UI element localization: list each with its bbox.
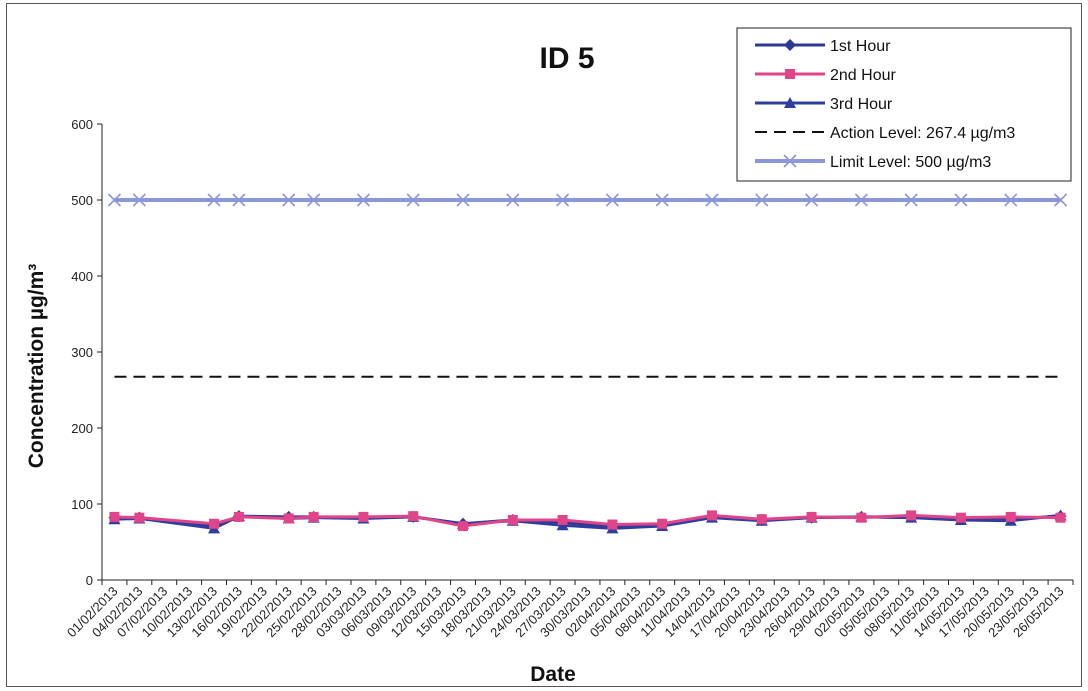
y-axis-title: Concentration µg/m³ — [25, 264, 48, 469]
legend-label: 2nd Hour — [830, 67, 896, 84]
point-h2 — [408, 511, 419, 522]
y-tick-label: 600 — [71, 117, 93, 132]
limit-level-point — [506, 193, 520, 207]
point-h2 — [706, 510, 717, 521]
limit-level-point — [755, 193, 769, 207]
point-h2 — [906, 510, 917, 521]
legend-marker — [783, 154, 797, 168]
legend-label: Limit Level: 500 µg/m3 — [830, 154, 991, 171]
limit-level-point — [705, 193, 719, 207]
legend-label: 3rd Hour — [830, 96, 893, 113]
point-h2 — [233, 511, 244, 522]
point-h2 — [458, 521, 469, 532]
limit-level-point — [107, 193, 122, 207]
legend-label: Action Level: 267.4 µg/m3 — [830, 125, 1015, 142]
limit-level-point — [1053, 193, 1068, 207]
limit-level-point — [904, 193, 918, 207]
limit-level-point — [207, 193, 221, 207]
point-h2 — [308, 511, 319, 522]
limit-level-point — [655, 193, 669, 207]
point-h2 — [109, 511, 120, 522]
point-h2 — [1055, 512, 1066, 523]
limit-level-point — [282, 193, 296, 207]
limit-level-point — [556, 193, 570, 207]
point-h2 — [856, 512, 867, 523]
y-tick-label: 500 — [71, 193, 93, 208]
chart-title: ID 5 — [539, 42, 594, 75]
limit-level-point — [954, 193, 968, 207]
point-h2 — [1005, 511, 1016, 522]
point-h2 — [209, 518, 220, 529]
limit-level-point — [1004, 193, 1018, 207]
limit-level-point — [356, 193, 370, 207]
limit-level-point — [456, 193, 470, 207]
legend-marker — [785, 69, 795, 79]
limit-level-point — [307, 193, 321, 207]
point-h2 — [607, 519, 618, 530]
limit-level-point — [805, 193, 819, 207]
y-tick-label: 100 — [71, 497, 93, 512]
legend-label: 1st Hour — [830, 38, 891, 55]
limit-level-point — [232, 193, 246, 207]
point-h2 — [955, 512, 966, 523]
point-h2 — [657, 518, 668, 529]
point-h2 — [507, 514, 518, 525]
line-chart: ID 5 010020030040050060001/02/201304/02/… — [25, 27, 1074, 686]
point-h2 — [134, 512, 145, 523]
y-tick-label: 400 — [71, 269, 93, 284]
point-h2 — [756, 514, 767, 525]
point-h2 — [283, 513, 294, 524]
legend-marker — [784, 39, 796, 51]
point-h2 — [358, 511, 369, 522]
limit-level-point — [605, 193, 619, 207]
y-tick-label: 300 — [71, 345, 93, 360]
legend-marker — [784, 97, 796, 108]
point-h2 — [806, 511, 817, 522]
chart-frame: ID 5 0 100 200 300 400 500 600 01/02/2013 04/02/… — [6, 3, 1082, 687]
y-tick-label: 0 — [86, 573, 93, 588]
point-h2 — [557, 514, 568, 525]
y-tick-label: 200 — [71, 421, 93, 436]
limit-level-point — [854, 193, 868, 207]
limit-level-point — [406, 193, 420, 207]
limit-level-point — [132, 193, 146, 207]
x-axis-title: Date — [530, 663, 576, 686]
